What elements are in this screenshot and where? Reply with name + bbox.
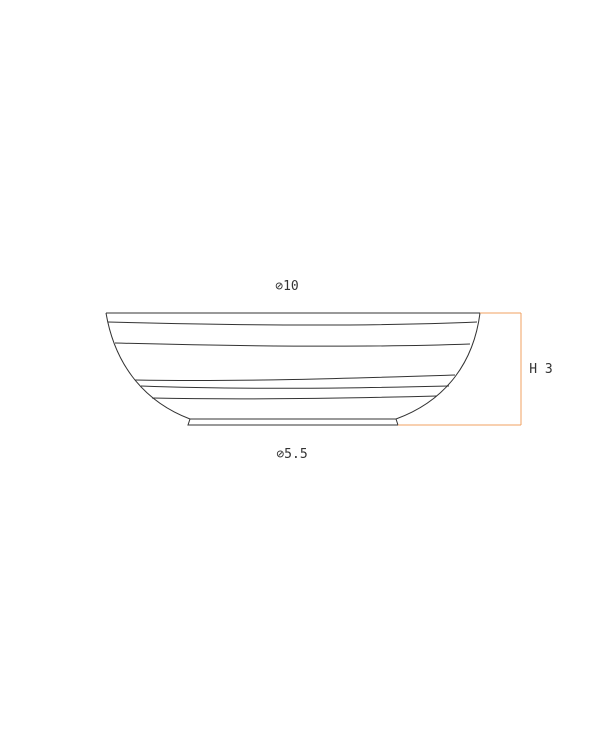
bowl-foot-ring [187,418,399,426]
bottom-diameter-label: ⊘5.5 [276,447,307,462]
band-line [114,342,471,347]
bowl-decorative-bands [107,321,478,400]
band-line [151,395,438,400]
band-line [107,321,478,326]
band-line [134,374,456,382]
band-line [140,385,450,389]
height-label: H 3 [529,362,552,377]
bowl-right-wall [395,312,481,420]
height-dimension [398,312,522,426]
bowl-left-wall [105,312,191,420]
bowl-outline [105,312,481,426]
top-diameter-label: ⊘10 [275,279,298,294]
